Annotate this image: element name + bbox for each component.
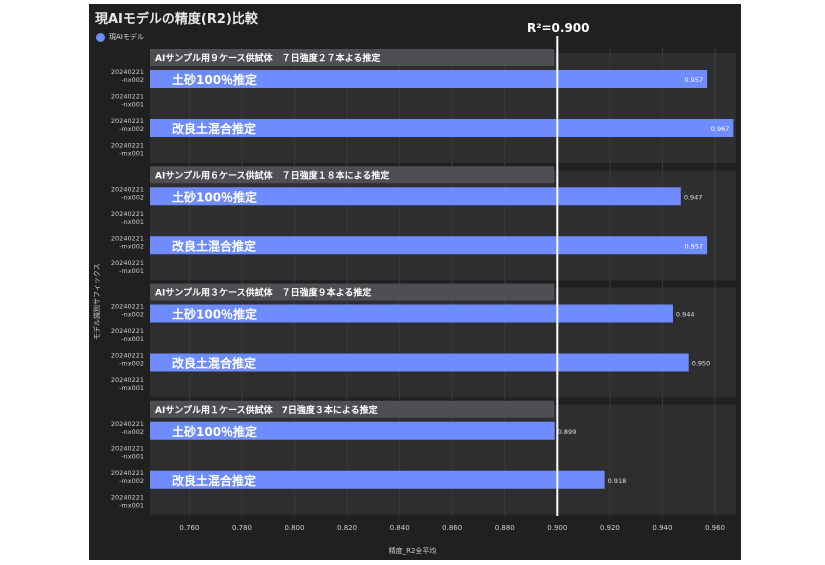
row-label-date: 20240221 [111, 444, 144, 452]
bar [150, 236, 708, 255]
group-band [150, 53, 736, 163]
row-label-date: 20240221 [111, 185, 144, 193]
group-title: AIサンプル用１ケース供試体 7日強度３本による推定 [155, 404, 379, 416]
row-label-suffix: -mx002 [119, 242, 144, 250]
bar-category-label: 改良土混合推定 [172, 356, 256, 371]
x-tick-label: 0.840 [390, 524, 410, 532]
bar-value-label: 0.918 [608, 477, 627, 485]
row-label-suffix: -mx002 [119, 125, 144, 133]
x-tick-label: 0.800 [285, 524, 305, 532]
bar-value-label: 0.947 [684, 193, 703, 201]
bar-category-label: 改良土混合推定 [172, 473, 256, 488]
row-label-date: 20240221 [111, 303, 144, 311]
bar-value-label: 0.957 [684, 76, 703, 84]
bar-category-label: 改良土混合推定 [172, 238, 256, 253]
bar-category-label: 改良土混合推定 [172, 121, 256, 136]
group-title: AIサンプル用９ケース供試体 ７日強度２７本よる推定 [155, 52, 381, 64]
group-header [150, 166, 555, 184]
row-label-suffix: -nx001 [121, 101, 144, 109]
row-label-date: 20240221 [111, 493, 144, 501]
x-tick-label: 0.780 [232, 524, 252, 532]
bar [150, 70, 708, 88]
x-tick-label: 0.860 [442, 524, 462, 532]
row-label-date: 20240221 [111, 469, 144, 477]
row-label-date: 20240221 [111, 420, 144, 428]
row-label-suffix: -nx001 [121, 218, 144, 226]
row-label-date: 20240221 [111, 117, 144, 125]
row-label-suffix: -nx001 [121, 335, 144, 343]
row-label-suffix: -nx001 [121, 452, 144, 460]
row-label-date: 20240221 [111, 68, 144, 76]
bar [150, 187, 681, 206]
group-header [150, 283, 555, 301]
bar-category-label: 土砂100％推定 [172, 307, 257, 322]
x-tick-label: 0.880 [495, 524, 515, 532]
bar-value-label: 0.967 [711, 125, 730, 133]
legend-label: 現AIモデル [109, 33, 144, 41]
bar-value-label: 0.899 [558, 428, 577, 436]
row-label-suffix: -mx001 [119, 267, 144, 275]
group-band [150, 404, 736, 515]
group-header [150, 400, 555, 418]
bar [150, 470, 605, 489]
row-label-date: 20240221 [111, 259, 144, 267]
row-label-date: 20240221 [111, 142, 144, 150]
bar [150, 353, 689, 372]
row-label-suffix: -nx002 [121, 311, 144, 319]
group-band [150, 287, 736, 398]
chart-title: 現AIモデルの精度(R2)比較 [95, 12, 258, 27]
row-label-suffix: -nx002 [121, 76, 144, 84]
x-tick-label: 0.760 [179, 524, 199, 532]
x-tick-label: 0.920 [600, 524, 620, 532]
group-title: AIサンプル用３ケース供試体 ７日強度９本よる推定 [155, 287, 372, 299]
row-label-suffix: -mx001 [119, 150, 144, 158]
row-label-suffix: -mx002 [119, 477, 144, 485]
bar-category-label: 土砂100％推定 [172, 72, 257, 87]
legend[interactable]: 現AIモデル [96, 32, 144, 42]
x-tick-label: 0.900 [547, 524, 567, 532]
row-label-date: 20240221 [111, 352, 144, 360]
row-label-suffix: -mx001 [119, 501, 144, 509]
bar-value-label: 0.957 [684, 242, 703, 250]
bar-category-label: 土砂100％推定 [172, 424, 257, 439]
row-label-suffix: -nx002 [121, 193, 144, 201]
legend-swatch [96, 32, 105, 42]
bar [150, 304, 673, 323]
bar-value-label: 0.950 [692, 360, 711, 368]
row-label-suffix: -nx002 [121, 428, 144, 436]
group-band [150, 170, 736, 281]
bar-category-label: 土砂100％推定 [172, 189, 257, 204]
group-title: AIサンプル用６ケース供試体 ７日強度１８本による推定 [155, 169, 390, 181]
bar [150, 119, 734, 137]
bar [150, 421, 555, 440]
x-axis-label: 精度_R2全平均 [388, 547, 437, 555]
row-label-date: 20240221 [111, 376, 144, 384]
x-tick-label: 0.820 [337, 524, 357, 532]
row-label-date: 20240221 [111, 93, 144, 101]
row-label-date: 20240221 [111, 327, 144, 335]
row-label-suffix: -mx001 [119, 384, 144, 392]
row-label-date: 20240221 [111, 210, 144, 218]
reference-line-label: R²=0.900 [527, 21, 590, 35]
x-tick-label: 0.960 [705, 524, 725, 532]
group-header [150, 49, 555, 66]
row-label-date: 20240221 [111, 234, 144, 242]
x-tick-label: 0.940 [652, 524, 672, 532]
bar-value-label: 0.944 [676, 311, 695, 319]
row-label-suffix: -mx002 [119, 360, 144, 368]
